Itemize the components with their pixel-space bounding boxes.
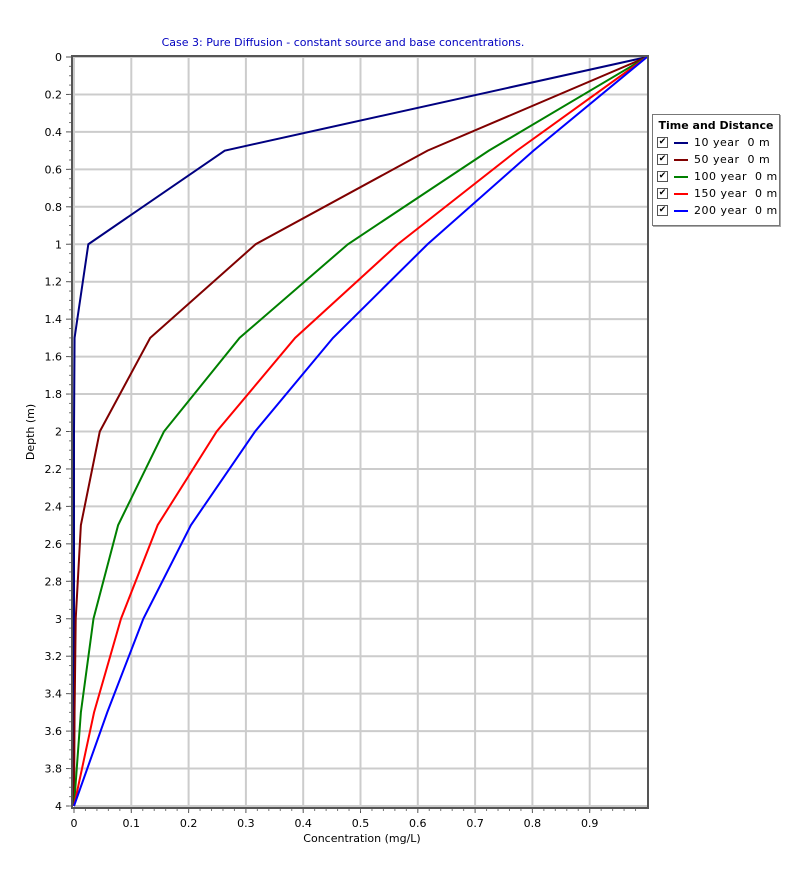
y-tick-label: 0.2 [45,88,63,101]
y-tick-label: 0.6 [45,163,63,176]
y-tick-label: 3.8 [45,763,63,776]
legend-swatch [674,209,688,212]
plot-frame [71,55,649,809]
y-axis-label: Depth (m) [24,404,37,460]
grid [73,56,647,807]
legend-label: 50 year 0 m [694,153,771,166]
legend-label: 150 year 0 m [694,187,778,200]
x-axis-label: Concentration (mg/L) [303,832,420,845]
series-line-100-year [73,56,648,807]
x-tick-label: 0 [71,817,78,830]
y-tick-label: 2 [55,426,62,439]
x-tick-label: 0.1 [123,817,141,830]
legend-label: 200 year 0 m [694,204,778,217]
y-tick-label: 2.8 [45,575,63,588]
y-tick-label: 0.4 [45,126,63,139]
y-tick-label: 4 [55,800,62,813]
legend-swatch [674,175,688,178]
series-lines [73,56,648,807]
y-tick-label: 3.4 [45,688,63,701]
legend-title: Time and Distance [658,119,774,132]
y-tick-label: 0 [55,51,62,64]
y-tick-label: 3.6 [45,725,63,738]
legend-checkbox[interactable]: ✔ [657,188,668,199]
legend-item[interactable]: ✔ 100 year 0 m [653,168,779,185]
x-tick-label: 0.6 [409,817,427,830]
series-line-150-year [73,56,648,807]
y-tick-label: 1.2 [45,276,63,289]
legend-checkbox[interactable]: ✔ [657,154,668,165]
y-tick-label: 1 [55,238,62,251]
legend-swatch [674,192,688,195]
legend-item[interactable]: ✔ 150 year 0 m [653,185,779,202]
y-tick-label: 3 [55,613,62,626]
legend-item[interactable]: ✔ 50 year 0 m [653,151,779,168]
x-tick-label: 0.4 [294,817,312,830]
legend-checkbox[interactable]: ✔ [657,205,668,216]
y-tick-label: 2.6 [45,538,63,551]
x-tick-label: 0.5 [352,817,370,830]
legend-swatch [674,158,688,161]
x-tick-label: 0.8 [524,817,542,830]
y-tick-label: 1.4 [45,313,63,326]
x-tick-label: 0.2 [180,817,198,830]
y-tick-label: 2.4 [45,500,63,513]
legend-item[interactable]: ✔ 200 year 0 m [653,202,779,219]
y-tick-label: 3.2 [45,650,63,663]
legend-swatch [674,141,688,144]
x-tick-label: 0.7 [466,817,484,830]
y-tick-label: 0.8 [45,201,63,214]
legend: Time and Distance ✔ 10 year 0 m ✔ 50 year 0… [652,114,780,226]
series-line-50-year [73,56,648,807]
legend-label: 100 year 0 m [694,170,778,183]
chart-title: Case 3: Pure Diffusion - constant source… [162,36,525,49]
x-tick-label: 0.3 [237,817,255,830]
legend-item[interactable]: ✔ 10 year 0 m [653,134,779,151]
axis-ticks: 0 0.1 0.2 0.3 0.4 0.5 0.6 0.7 0.8 0.9 0 0.2 0.4 0.6 0.… [45,51,637,830]
legend-checkbox[interactable]: ✔ [657,171,668,182]
y-tick-label: 2.2 [45,463,63,476]
y-tick-label: 1.6 [45,351,63,364]
x-tick-label: 0.9 [581,817,599,830]
legend-checkbox[interactable]: ✔ [657,137,668,148]
series-line-200-year [73,56,648,807]
legend-label: 10 year 0 m [694,136,771,149]
y-tick-label: 1.8 [45,388,63,401]
